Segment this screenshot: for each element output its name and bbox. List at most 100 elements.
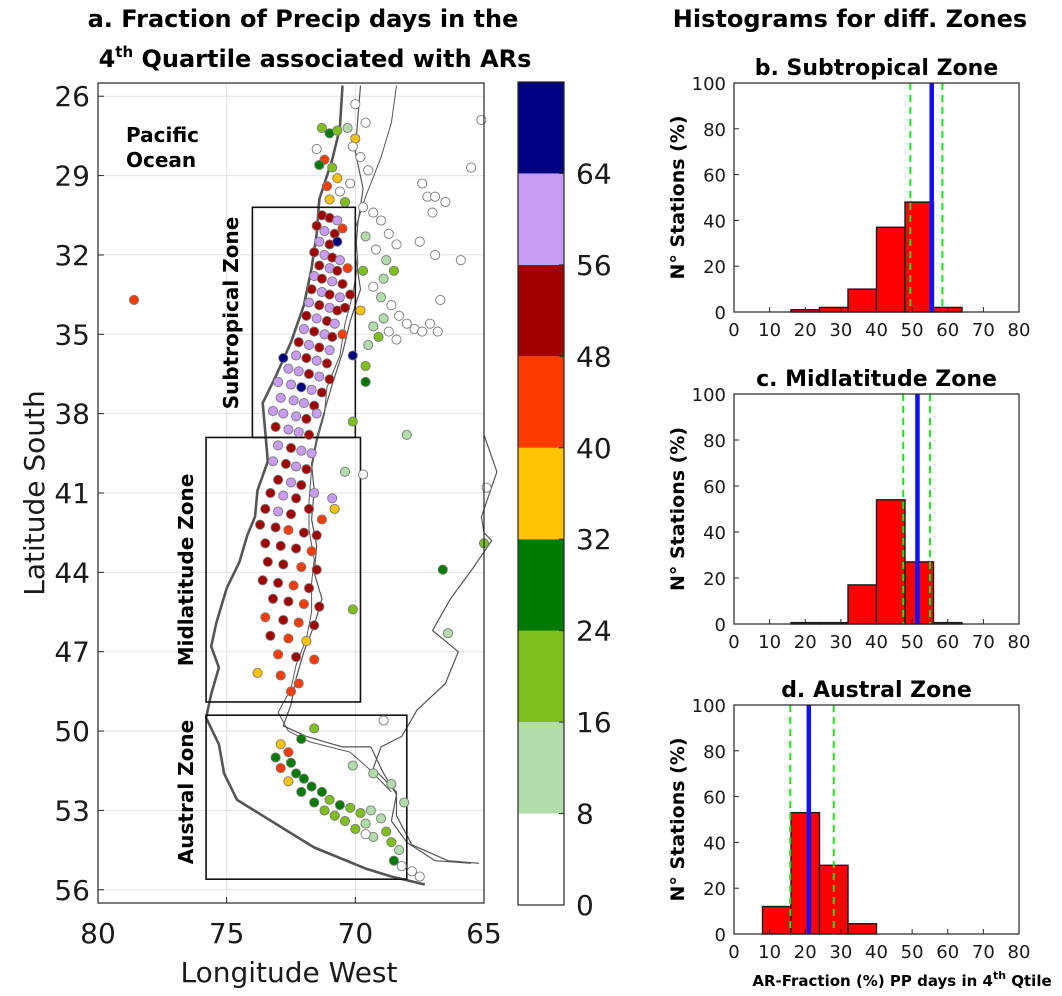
station-point [291,411,302,422]
station-point [440,196,451,208]
station-point [427,207,438,218]
hist-xlabel-end: Qtile [1006,972,1052,990]
map-xtick-label: 80 [80,917,116,950]
hist-ytick-label: 80 [703,431,726,452]
station-point [339,302,351,313]
station-point [283,776,294,787]
station-point [381,826,392,837]
map-ylabel: Latitude South [18,390,51,596]
station-point [309,797,320,808]
hist-xlabel: AR-Fraction (%) PP days in 4th Qtile [752,969,1051,990]
station-point [301,636,312,647]
station-point [347,416,358,427]
station-point [267,456,279,467]
coastline-east [282,85,472,864]
station-point [283,633,294,644]
hist-xtick-label: 10 [758,632,781,653]
colorbar-tick-label: 48 [576,340,612,373]
histogram-bar [904,201,935,313]
station-point [311,313,322,324]
station-point [339,815,351,827]
station-point [334,186,345,197]
station-point [329,318,340,329]
hist-ytick-label: 40 [703,833,726,854]
hist-ytick-label: 60 [703,788,726,809]
station-point [306,448,317,459]
station-point [303,583,315,594]
station-point [278,408,289,419]
colorbar-tick-label: 0 [576,889,594,922]
hist-xtick-label: 0 [728,320,739,341]
map-ytick-label: 47 [54,636,90,669]
station-point [303,429,315,440]
station-point [293,337,304,348]
station-point [316,514,327,525]
station-point [273,577,284,588]
station-point [455,255,466,266]
hist-xtick-label: 60 [936,632,959,653]
hist-xtick-label: 70 [972,320,995,341]
station-point [298,527,309,538]
station-point [386,300,397,311]
station-point [342,122,353,134]
histogram-austral: 0 10 20 30 40 50 60 70 80 0 20 40 60 80 100 d. Austral … [667,678,1030,963]
colorbar-tick-label: 56 [576,249,612,282]
histogram-bar [847,584,878,625]
station-point [311,564,322,575]
station-point [285,686,297,697]
histogram-bar [847,288,878,313]
hist-ylabel: N° Stations (%) [667,427,689,591]
station-point [360,360,371,372]
station-point [334,800,345,811]
station-point [365,805,376,816]
hist-xtick-label: 50 [901,632,924,653]
hist-xtick-label: 80 [1008,320,1031,341]
station-point [414,236,425,247]
hist-ylabel: N° Stations (%) [667,115,689,279]
station-point [339,466,351,477]
station-point [437,564,448,575]
station-point [414,871,425,882]
hist-ytick-label: 20 [703,569,726,590]
station-point [442,628,454,639]
map-ytick-label: 44 [54,556,90,589]
station-point [324,289,335,300]
station-point [368,207,379,218]
station-point [128,294,140,305]
station-point [296,445,307,456]
station-point [296,480,307,491]
station-point [394,845,405,856]
national-border [277,85,397,793]
station-point [378,313,389,324]
hist-xtick-label: 20 [794,320,817,341]
station-point [383,228,394,239]
station-point [368,281,379,292]
station-point [283,424,294,435]
station-point [476,114,487,126]
station-point [301,413,312,424]
histogram-bar [818,306,849,313]
station-point [273,376,284,387]
ocean-label-2: Ocean [126,148,196,172]
hist-ytick-label: 0 [715,303,726,324]
station-point [360,818,371,829]
station-point [329,810,340,821]
station-point [391,239,402,250]
hist-xtick-label: 40 [865,632,888,653]
station-point [275,763,286,774]
station-point [345,178,356,189]
hist-xtick-label: 60 [936,942,959,963]
colorbar-tick-label: 24 [576,615,612,648]
station-point [386,837,397,848]
station-point [337,329,348,340]
map-ytick-label: 38 [54,398,90,431]
station-point [301,353,312,364]
station-point [306,384,317,395]
station-point [270,421,281,432]
map-title-4: 4 [99,45,116,73]
hist-xtick-label: 40 [865,942,888,963]
station-point [316,122,327,134]
map-title-line1: a. Fraction of Precip days in the [88,5,519,33]
hist-xtick-label: 60 [936,320,959,341]
